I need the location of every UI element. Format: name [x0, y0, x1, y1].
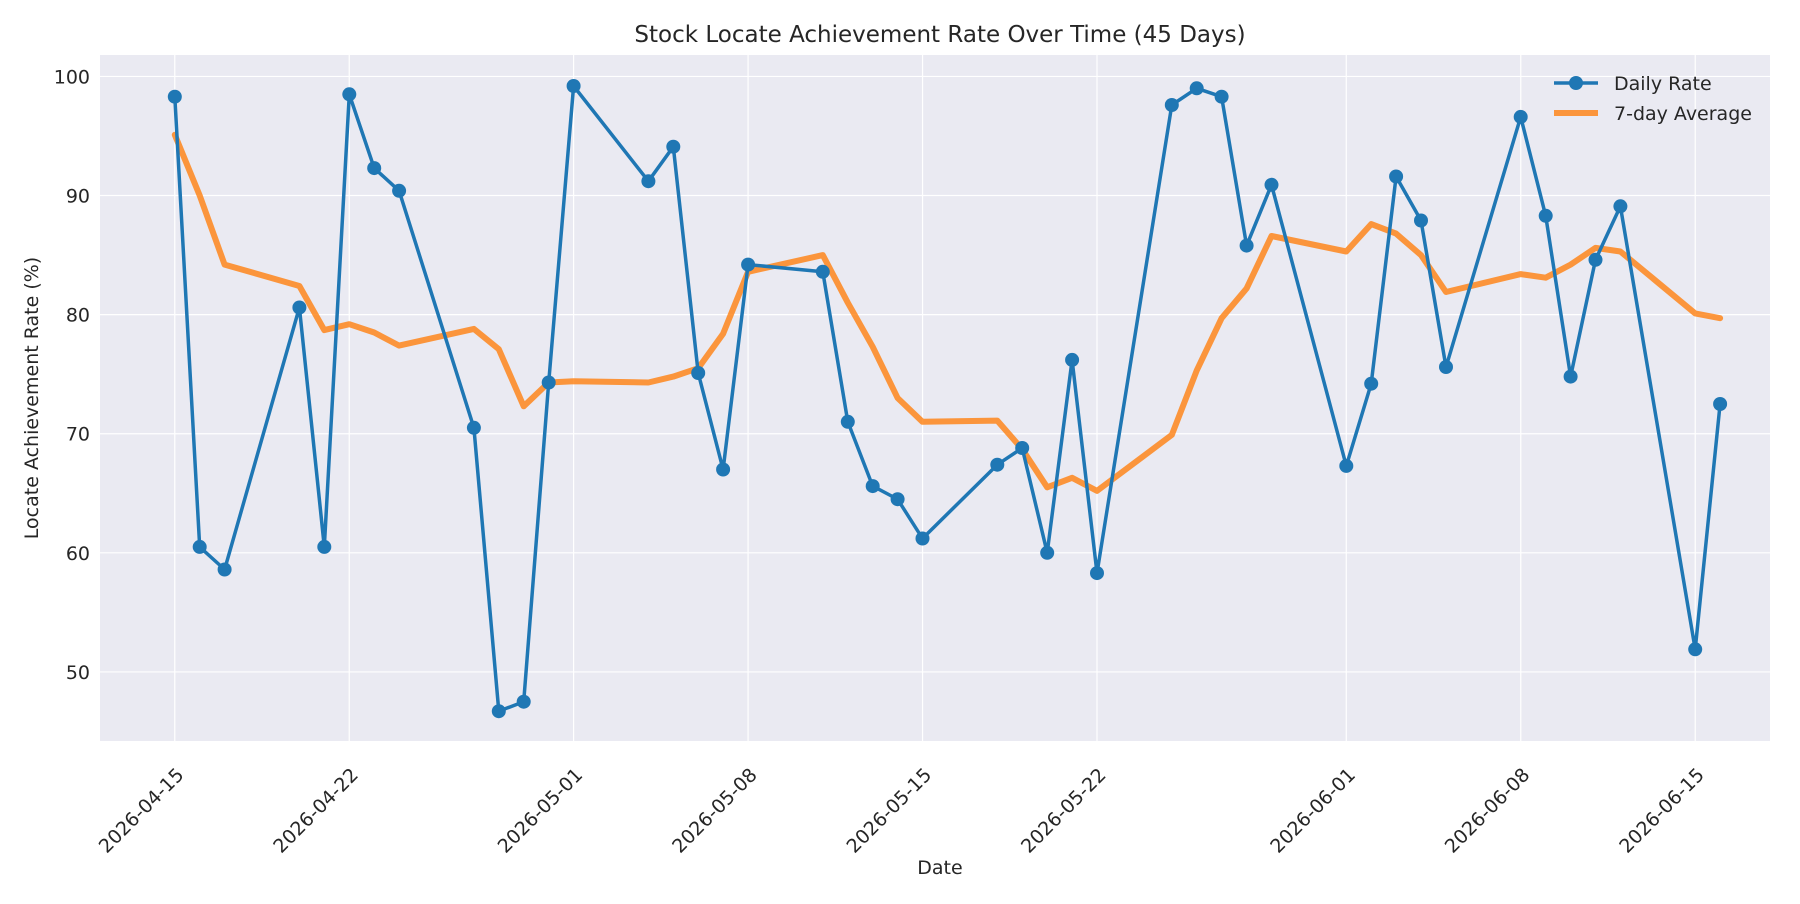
- series-markers: [167, 79, 1728, 719]
- daily-rate-point: [691, 366, 706, 380]
- daily-rate-point: [915, 531, 930, 546]
- daily-rate-point: [466, 420, 481, 435]
- legend: Daily Rate 7-day Average: [1554, 73, 1752, 125]
- y-tick-label: 90: [66, 186, 90, 208]
- daily-rate-point: [167, 89, 182, 104]
- daily-rate-point: [1364, 376, 1379, 391]
- daily-rate-point: [1264, 177, 1279, 192]
- daily-rate-point: [1189, 81, 1204, 96]
- x-tick-label: 2026-04-22: [269, 764, 363, 858]
- daily-rate-point: [1588, 252, 1603, 267]
- daily-rate-point: [865, 479, 880, 494]
- daily-rate-point: [641, 174, 656, 189]
- daily-rate-point: [1613, 199, 1628, 214]
- daily-rate-point: [1513, 109, 1528, 124]
- series-line-7-day-average: [171, 131, 1724, 494]
- daily-rate-point: [1414, 213, 1428, 228]
- daily-rate-point: [1563, 369, 1578, 384]
- x-tick-label: 2026-05-08: [668, 764, 762, 858]
- x-tick-label: 2026-04-15: [95, 764, 189, 858]
- daily-rate-point: [541, 375, 556, 390]
- daily-rate-point: [840, 414, 855, 429]
- daily-rate-point: [192, 539, 207, 554]
- daily-rate-point: [1439, 360, 1453, 374]
- plot-background: [100, 55, 1770, 741]
- daily-rate-point: [1015, 441, 1030, 455]
- x-axis-ticks: 2026-04-15 2026-04-22 2026-05-01 2026-05-08…: [95, 764, 1709, 858]
- daily-rate-point: [317, 539, 332, 554]
- daily-rate-point: [1214, 89, 1229, 104]
- y-tick-label: 50: [66, 662, 90, 684]
- daily-rate-point: [1065, 352, 1080, 367]
- daily-rate-point: [1713, 397, 1728, 411]
- grid-lines: [100, 55, 1770, 741]
- y-tick-label: 70: [66, 424, 90, 446]
- daily-rate-point: [292, 300, 307, 315]
- daily-rate-point: [392, 183, 407, 198]
- daily-rate-point: [1538, 208, 1553, 223]
- daily-rate-point: [741, 257, 756, 272]
- daily-rate-point: [890, 492, 905, 507]
- daily-rate-point: [1090, 566, 1104, 581]
- daily-rate-point: [1164, 98, 1179, 112]
- x-tick-label: 2026-05-22: [1017, 764, 1111, 858]
- daily-rate-point: [217, 562, 232, 577]
- daily-rate-point: [716, 462, 731, 477]
- y-axis-ticks: 50 60 70 80 90 100: [54, 66, 90, 683]
- legend-label-daily-rate: Daily Rate: [1614, 73, 1712, 95]
- daily-rate-point: [1688, 642, 1703, 657]
- x-tick-label: 2026-05-01: [494, 764, 588, 858]
- chart-title: Stock Locate Achievement Rate Over Time …: [634, 22, 1245, 48]
- y-axis-label: Locate Achievement Rate (%): [21, 257, 43, 539]
- y-tick-label: 80: [66, 305, 90, 327]
- daily-rate-point: [1239, 238, 1254, 253]
- y-tick-label: 60: [66, 543, 90, 565]
- daily-rate-point: [516, 694, 531, 709]
- daily-rate-point: [491, 704, 506, 719]
- legend-label-7-day-average: 7-day Average: [1614, 103, 1752, 125]
- daily-rate-point: [666, 139, 681, 154]
- x-tick-label: 2026-06-01: [1266, 764, 1360, 858]
- daily-rate-point: [367, 161, 382, 176]
- x-tick-label: 2026-06-08: [1441, 764, 1535, 858]
- x-tick-label: 2026-06-15: [1615, 764, 1709, 858]
- x-tick-label: 2026-05-15: [843, 764, 937, 858]
- legend-marker-daily-rate: [1569, 76, 1583, 90]
- y-tick-label: 100: [54, 66, 90, 88]
- daily-rate-point: [1040, 545, 1055, 560]
- daily-rate-point: [1389, 169, 1404, 184]
- daily-rate-point: [342, 87, 357, 102]
- daily-rate-point: [1339, 458, 1354, 473]
- daily-rate-point: [566, 79, 581, 93]
- daily-rate-point: [990, 457, 1005, 472]
- x-axis-label: Date: [917, 857, 962, 879]
- daily-rate-point: [815, 264, 830, 279]
